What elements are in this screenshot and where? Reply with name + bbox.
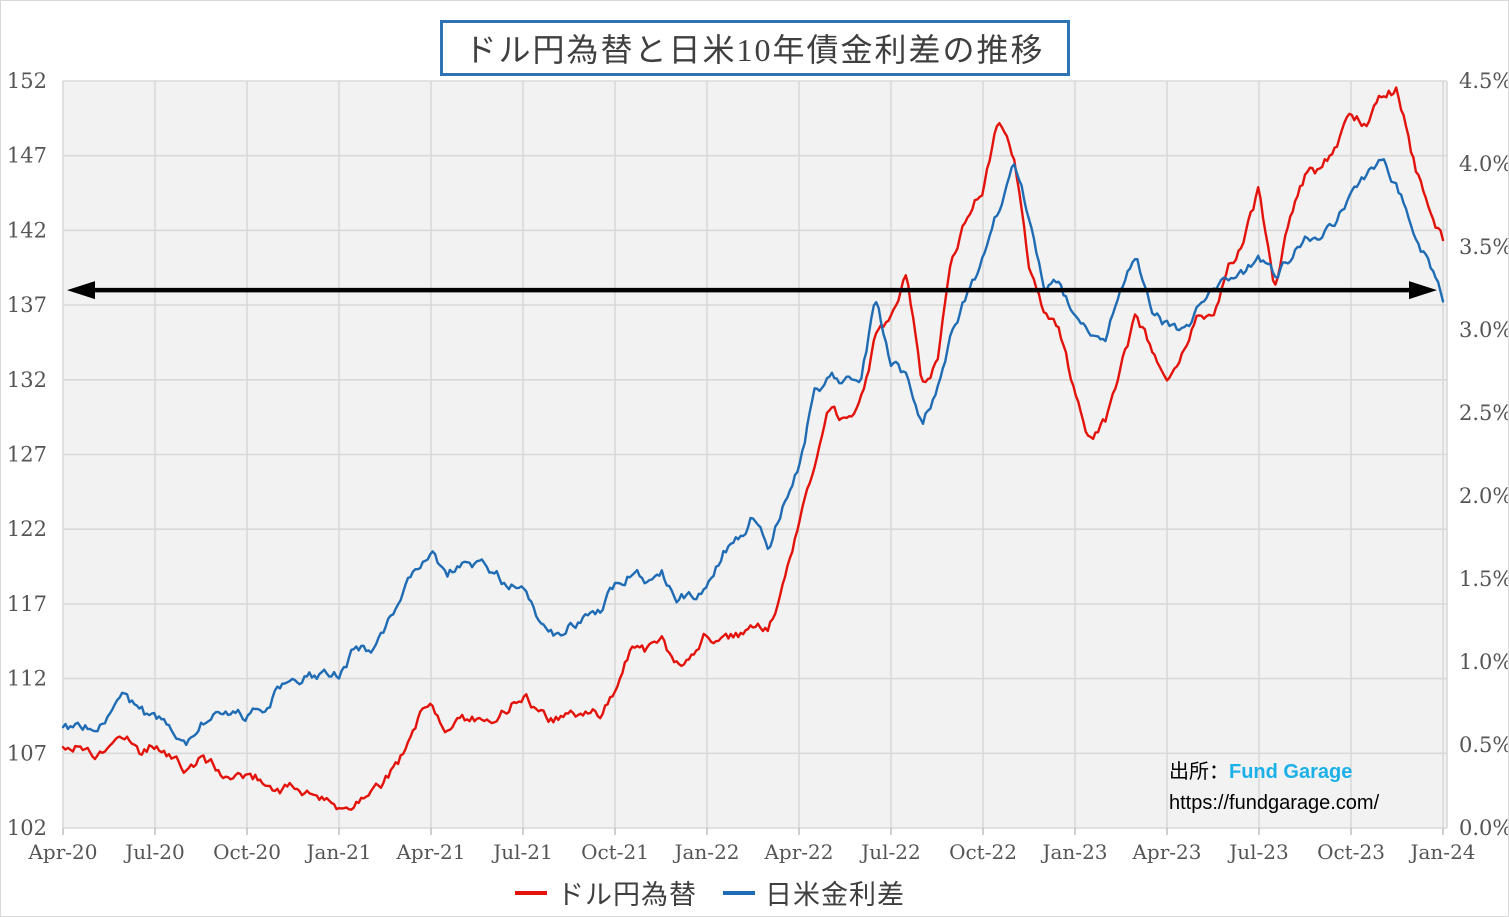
source-line: 出所：Fund Garage (1169, 757, 1379, 788)
right-axis-labels: 4.5% 4.0% 3.5% 3.0% 2.5% 2.0% 1.5% 1.0% 0.5% 0.0% (1459, 69, 1509, 840)
left-axis-tick-label: 122 (7, 517, 47, 541)
x-axis-tick-label: Oct-21 (581, 840, 649, 864)
left-axis-tick-label: 112 (7, 667, 47, 691)
right-axis-tick-label: 0.5% (1459, 733, 1509, 757)
x-axis-labels: Apr-20 Jul-20 Oct-20 Jan-21 Apr-21 Jul-21 Oct-… (27, 840, 1475, 864)
left-axis-labels: 152 147 142 137 132 127 122 117 112 107 102 (7, 69, 47, 840)
x-axis-tick-label: Apr-23 (1131, 840, 1201, 864)
arrow-head-right (1409, 281, 1437, 300)
source-prefix: 出所： (1169, 761, 1229, 783)
left-axis-tick-label: 147 (7, 144, 47, 168)
right-axis-tick-label: 1.5% (1459, 567, 1509, 591)
left-axis-tick-label: 132 (7, 368, 47, 392)
right-axis-tick-label: 2.0% (1459, 484, 1509, 508)
x-axis-tick-label: Jan-23 (1040, 840, 1107, 864)
chart-title: ドル円為替と日米10年債金利差の推移 (439, 20, 1070, 76)
series-line-usdjpy (61, 86, 1445, 811)
right-axis-tick-label: 3.0% (1459, 318, 1509, 342)
x-axis-tick-label: Apr-20 (27, 840, 97, 864)
x-axis-tick-label: Oct-20 (213, 840, 281, 864)
left-axis-tick-label: 127 (7, 443, 47, 467)
right-axis-tick-label: 3.5% (1459, 235, 1509, 259)
source-note: 出所：Fund Garage https://fundgarage.com/ (1169, 757, 1379, 819)
source-name-link[interactable]: Fund Garage (1229, 761, 1353, 783)
chart-title-text: ドル円為替と日米10年債金利差の推移 (464, 32, 1045, 68)
legend-item-spread: 日米金利差 (723, 873, 905, 912)
right-axis-tick-label: 1.0% (1459, 650, 1509, 674)
left-axis-tick-label: 102 (7, 816, 47, 840)
x-axis-tick-label: Apr-22 (763, 840, 833, 864)
left-axis-tick-label: 152 (7, 69, 47, 93)
usdjpy-line-swatch (515, 890, 547, 895)
right-axis-tick-label: 4.5% (1459, 69, 1509, 93)
spread-line-swatch (723, 890, 755, 895)
x-axis-tick-label: Apr-21 (395, 840, 465, 864)
x-axis-tick-label: Jul-20 (123, 840, 185, 864)
x-axis-tick-label: Jul-22 (859, 840, 921, 864)
arrow-head-left (67, 281, 95, 300)
chart-legend: ドル円為替 日米金利差 (515, 873, 905, 912)
x-axis-tick-label: Jul-23 (1227, 840, 1289, 864)
horizontal-double-arrow (67, 281, 1437, 300)
legend-label-spread: 日米金利差 (765, 880, 905, 910)
right-axis-tick-label: 4.0% (1459, 152, 1509, 176)
x-axis-tick-label: Jan-22 (672, 840, 739, 864)
left-axis-tick-label: 107 (7, 741, 47, 765)
x-axis-tick-label: Jan-24 (1408, 840, 1475, 864)
left-axis-tick-label: 137 (7, 293, 47, 317)
x-axis-tick-label: Jan-21 (304, 840, 371, 864)
right-axis-tick-label: 2.5% (1459, 401, 1509, 425)
right-axis-tick-label: 0.0% (1459, 816, 1509, 840)
x-axis-tick-label: Jul-21 (491, 840, 553, 864)
legend-label-usdjpy: ドル円為替 (557, 880, 697, 910)
left-axis-tick-label: 142 (7, 218, 47, 242)
source-url[interactable]: https://fundgarage.com/ (1169, 792, 1380, 814)
left-axis-tick-label: 117 (7, 592, 47, 616)
x-axis-tick-label: Oct-23 (1317, 840, 1385, 864)
x-axis-tick-label: Oct-22 (949, 840, 1017, 864)
x-axis-ticks (62, 828, 1444, 835)
legend-item-usdjpy: ドル円為替 (515, 873, 697, 912)
